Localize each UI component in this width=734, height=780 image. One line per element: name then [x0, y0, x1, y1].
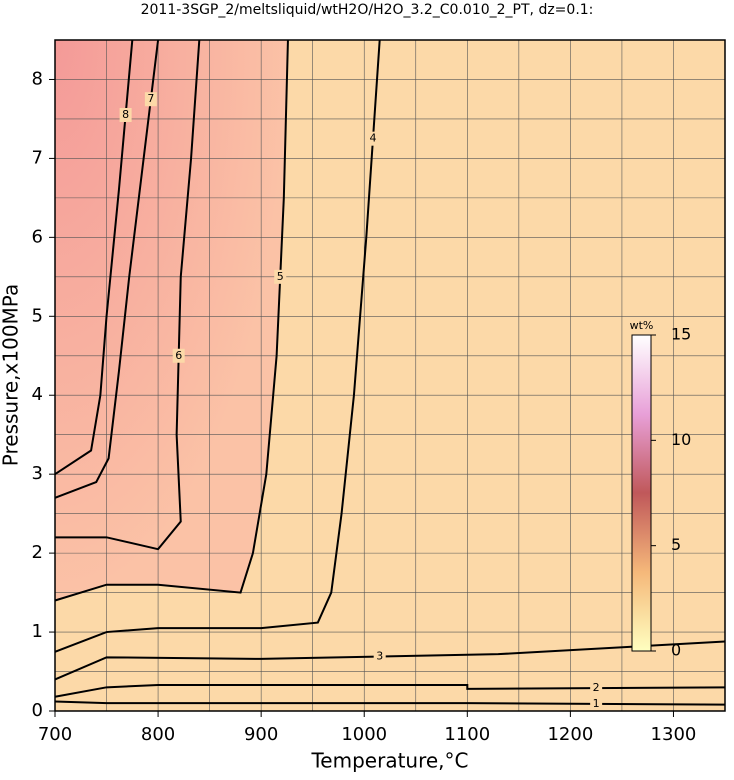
contour-label-bg	[590, 681, 603, 696]
y-tick-label: 4	[32, 384, 43, 405]
contour-label-bg	[366, 131, 379, 146]
contour-label-bg	[144, 92, 157, 107]
x-tick-label: 1000	[341, 724, 387, 745]
contour-line	[54, 39, 289, 602]
y-tick-label: 2	[32, 542, 43, 563]
contour-line	[54, 39, 134, 476]
x-tick-label: 1200	[547, 724, 593, 745]
contour-label: 3	[376, 650, 383, 663]
contour-label-bg	[172, 348, 185, 363]
contour-label: 2	[593, 681, 600, 694]
colorbar-tick-label: 15	[671, 325, 691, 344]
y-tick-label: 0	[32, 700, 43, 721]
x-axis-label: Temperature,°C	[310, 749, 468, 773]
y-tick-label: 8	[32, 68, 43, 89]
contour-line	[54, 640, 726, 681]
y-tick-label: 7	[32, 147, 43, 168]
x-tick-label: 1300	[651, 724, 697, 745]
contour-line	[54, 700, 726, 706]
contour-label: 1	[593, 697, 600, 710]
contour-label: 6	[175, 349, 182, 362]
x-tick-label: 700	[38, 724, 72, 745]
colorbar	[631, 334, 652, 652]
contour-line	[54, 683, 726, 698]
contour-label: 4	[369, 132, 376, 145]
contour-line	[54, 39, 381, 653]
high-region	[55, 40, 288, 601]
contour-label-bg	[373, 649, 386, 664]
y-tick-label: 3	[32, 463, 43, 484]
y-tick-label: 5	[32, 305, 43, 326]
contour-label-bg	[590, 696, 603, 711]
chart-title: 2011-3SGP_2/meltsliquid/wtH2O/H2O_3.2_C0…	[141, 2, 594, 18]
contour-label: 5	[277, 270, 284, 283]
plot-frame	[54, 39, 726, 712]
contour-line	[55, 39, 201, 551]
contour-label: 7	[147, 92, 154, 105]
x-tick-label: 800	[141, 724, 175, 745]
x-tick-label: 1100	[444, 724, 490, 745]
colorbar-tick-label: 5	[671, 535, 681, 554]
y-tick-label: 1	[32, 621, 43, 642]
colorbar-label: wt%	[630, 319, 654, 332]
y-tick-label: 6	[32, 226, 43, 247]
y-axis-label: Pressure,x100MPa	[0, 284, 23, 466]
colorbar-tick-label: 0	[671, 641, 681, 660]
contour-line	[54, 39, 160, 499]
contour-label-bg	[274, 269, 287, 284]
contour-label: 8	[122, 108, 129, 121]
contour-label-bg	[119, 107, 132, 122]
colorbar-tick-label: 10	[671, 430, 691, 449]
x-tick-label: 900	[244, 724, 278, 745]
